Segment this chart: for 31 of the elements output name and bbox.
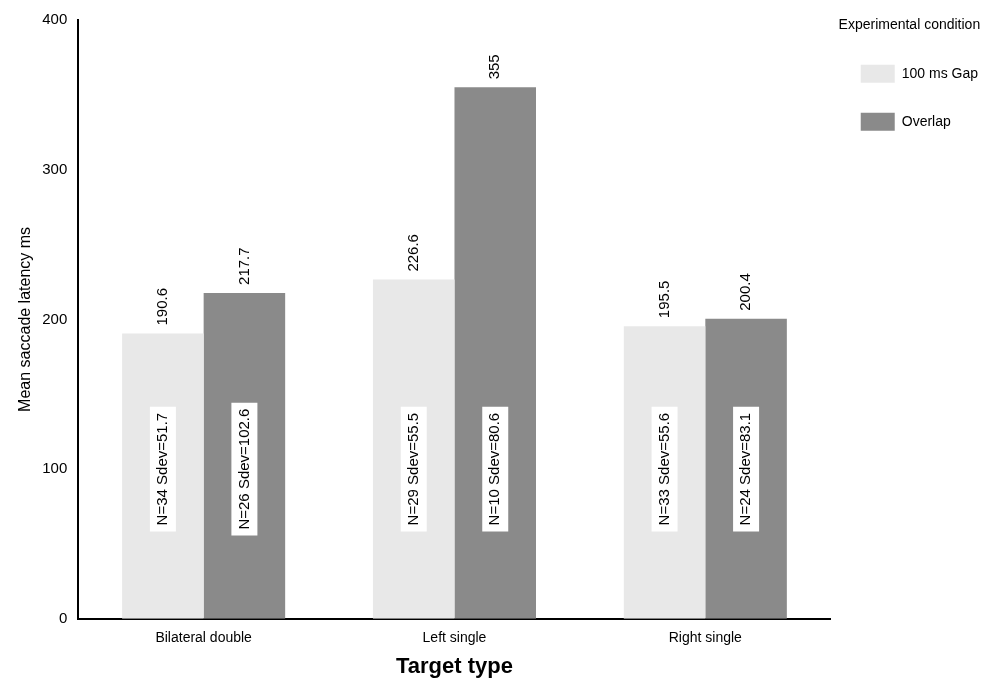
legend-label: Overlap (901, 112, 951, 129)
data-label: 226.6 (403, 234, 421, 272)
data-label: 217.7 (234, 247, 252, 285)
annotation: N=10 Sdev=80.6 (485, 412, 503, 526)
x-axis-title: Target type (396, 652, 513, 678)
legend-title: Experimental condition (838, 15, 981, 32)
x-tick-label: Left single (422, 629, 487, 646)
annotation: N=26 Sdev=102.6 (234, 408, 252, 530)
annotation: N=33 Sdev=55.6 (654, 412, 672, 526)
bar (705, 318, 787, 619)
data-label: 200.4 (736, 273, 754, 311)
legend-label: 100 ms Gap (901, 64, 979, 81)
x-tick-label: Right single (668, 629, 743, 646)
data-label: 195.5 (654, 280, 672, 319)
y-tick-label: 300 (42, 159, 68, 177)
y-axis-title: Mean saccade latency ms (16, 226, 34, 412)
data-label: 355 (485, 54, 503, 80)
bar (623, 326, 706, 619)
y-tick-label: 400 (42, 10, 68, 28)
annotation: N=29 Sdev=55.5 (403, 412, 421, 526)
data-label: 190.6 (153, 287, 171, 326)
bar (372, 279, 455, 619)
bar (203, 292, 286, 619)
y-tick-label: 100 (42, 459, 68, 477)
bar (454, 87, 537, 619)
x-tick-label: Bilateral double (155, 629, 253, 646)
y-tick-label: 200 (42, 309, 68, 327)
bar (122, 333, 204, 619)
annotation: N=34 Sdev=51.7 (153, 412, 171, 526)
y-tick-label: 0 (58, 608, 68, 626)
annotation: N=24 Sdev=83.1 (736, 412, 754, 526)
